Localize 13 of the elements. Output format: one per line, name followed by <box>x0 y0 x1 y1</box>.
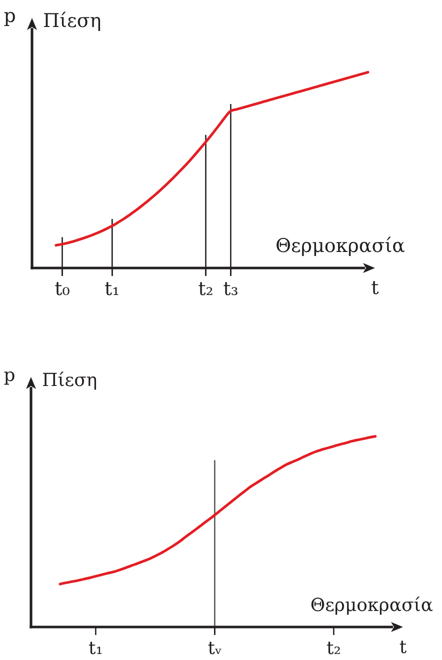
text: t <box>371 277 380 299</box>
x-axis-title: Θερμοκρασία <box>275 235 406 257</box>
text: p Πίεση <box>4 365 98 391</box>
x-tick-label: t₂ <box>326 638 341 659</box>
x-tick-label: t₃ <box>223 278 238 300</box>
x-tick-label: t₂ <box>198 278 214 300</box>
x-tick-label: t₀ <box>54 278 70 300</box>
x-tick-label: t₁ <box>104 278 120 300</box>
x-tick-label: tᵥ <box>208 638 222 659</box>
text: p Πίεση <box>4 5 102 32</box>
x-axis-title: Θερμοκρασία <box>310 595 433 616</box>
text: t <box>399 637 408 658</box>
x-tick-label: t₁ <box>88 638 103 659</box>
